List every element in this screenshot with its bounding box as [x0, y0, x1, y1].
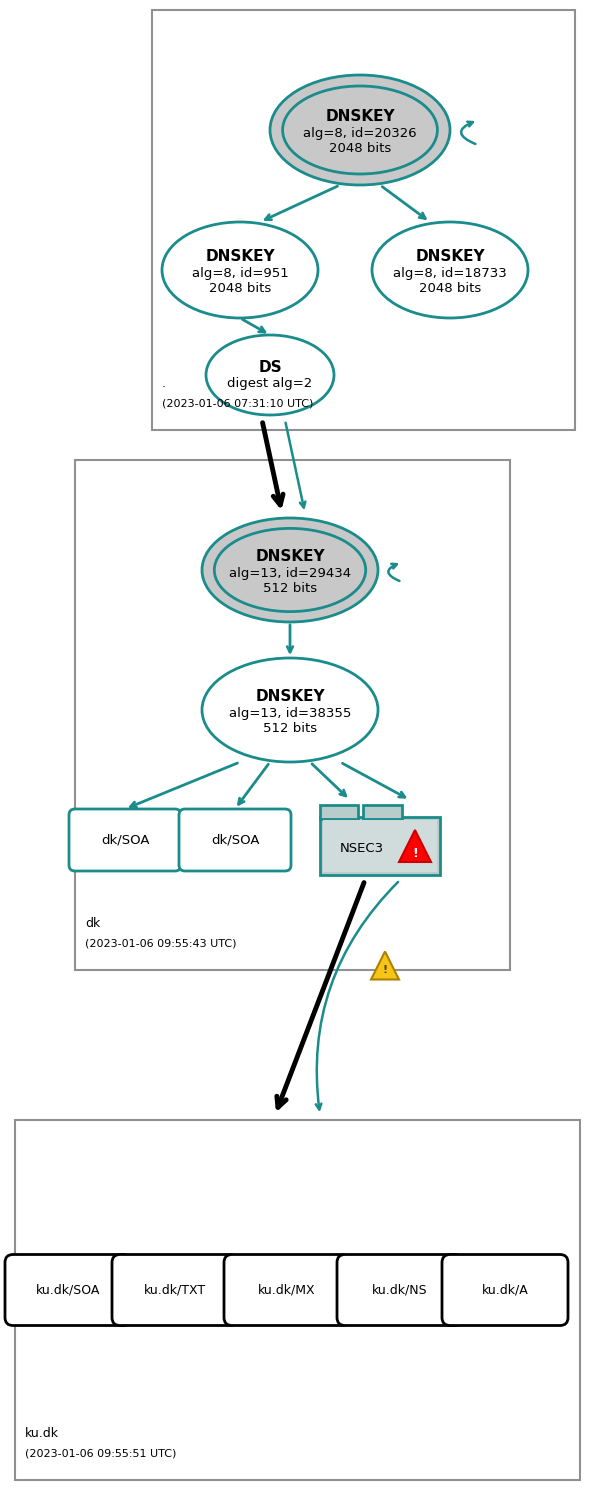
Text: !: !	[412, 847, 418, 860]
Text: ku.dk/A: ku.dk/A	[481, 1284, 528, 1297]
Text: (2023-01-06 09:55:43 UTC): (2023-01-06 09:55:43 UTC)	[85, 938, 236, 948]
Text: digest alg=2: digest alg=2	[227, 377, 312, 389]
FancyBboxPatch shape	[442, 1255, 568, 1325]
Text: ku.dk/MX: ku.dk/MX	[258, 1284, 316, 1297]
Text: NSEC3: NSEC3	[340, 842, 384, 854]
FancyBboxPatch shape	[320, 817, 440, 875]
FancyBboxPatch shape	[69, 809, 181, 871]
Text: DNSKEY: DNSKEY	[205, 248, 275, 263]
Ellipse shape	[202, 658, 378, 761]
Polygon shape	[399, 830, 431, 862]
Text: alg=8, id=951: alg=8, id=951	[192, 266, 289, 280]
Text: DNSKEY: DNSKEY	[255, 549, 325, 564]
Text: 2048 bits: 2048 bits	[419, 281, 481, 295]
Ellipse shape	[206, 335, 334, 414]
FancyBboxPatch shape	[224, 1255, 350, 1325]
Ellipse shape	[372, 221, 528, 319]
Text: alg=13, id=29434: alg=13, id=29434	[229, 567, 351, 579]
Text: ku.dk: ku.dk	[25, 1427, 59, 1441]
Text: 2048 bits: 2048 bits	[329, 142, 391, 154]
Text: DNSKEY: DNSKEY	[325, 109, 395, 124]
Text: DNSKEY: DNSKEY	[255, 688, 325, 703]
FancyBboxPatch shape	[323, 820, 437, 872]
Ellipse shape	[162, 221, 318, 319]
Polygon shape	[371, 951, 399, 980]
Text: !: !	[383, 965, 387, 974]
Text: DNSKEY: DNSKEY	[415, 248, 485, 263]
Text: alg=13, id=38355: alg=13, id=38355	[229, 706, 351, 720]
Text: DS: DS	[258, 359, 282, 374]
Text: ku.dk/NS: ku.dk/NS	[372, 1284, 428, 1297]
Text: alg=8, id=18733: alg=8, id=18733	[393, 266, 507, 280]
Text: dk/SOA: dk/SOA	[101, 833, 149, 847]
Ellipse shape	[202, 518, 378, 622]
Text: (2023-01-06 09:55:51 UTC): (2023-01-06 09:55:51 UTC)	[25, 1448, 176, 1459]
FancyBboxPatch shape	[112, 1255, 238, 1325]
FancyBboxPatch shape	[75, 459, 510, 969]
Ellipse shape	[270, 75, 450, 186]
FancyBboxPatch shape	[15, 1121, 580, 1480]
Text: ku.dk/TXT: ku.dk/TXT	[144, 1284, 206, 1297]
FancyBboxPatch shape	[179, 809, 291, 871]
FancyBboxPatch shape	[320, 805, 358, 818]
Text: .: .	[162, 377, 166, 390]
Text: 512 bits: 512 bits	[263, 721, 317, 735]
Text: dk/SOA: dk/SOA	[211, 833, 259, 847]
Text: 2048 bits: 2048 bits	[209, 281, 271, 295]
FancyBboxPatch shape	[152, 10, 575, 429]
Text: dk: dk	[85, 917, 100, 931]
FancyBboxPatch shape	[5, 1255, 131, 1325]
Text: alg=8, id=20326: alg=8, id=20326	[303, 127, 417, 139]
Text: (2023-01-06 07:31:10 UTC): (2023-01-06 07:31:10 UTC)	[162, 398, 314, 408]
Text: ku.dk/SOA: ku.dk/SOA	[36, 1284, 100, 1297]
FancyBboxPatch shape	[364, 805, 402, 818]
Text: 512 bits: 512 bits	[263, 582, 317, 594]
FancyBboxPatch shape	[337, 1255, 463, 1325]
